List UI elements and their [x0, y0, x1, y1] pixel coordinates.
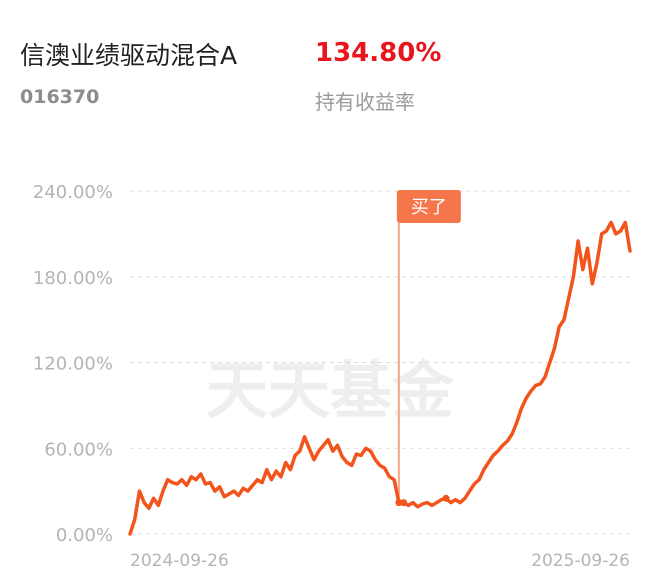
buy-badge-label: 买了 — [411, 197, 447, 218]
y-tick-label: 0.00% — [56, 525, 113, 546]
fund-code: 016370 — [20, 86, 100, 108]
data-point — [400, 499, 408, 507]
x-tick-label: 2025-09-26 — [531, 551, 630, 571]
watermark: 天天基金 — [206, 354, 455, 427]
buy-badge — [396, 190, 461, 223]
y-tick-label: 60.00% — [44, 439, 113, 460]
data-point — [442, 494, 450, 502]
return-label: 持有收益率 — [315, 90, 415, 114]
fund-name: 信澳业绩驱动混合A — [20, 41, 238, 70]
return-value: 134.80% — [315, 38, 442, 68]
x-tick-label: 2024-09-26 — [130, 551, 229, 571]
y-tick-label: 180.00% — [33, 268, 113, 289]
y-tick-label: 240.00% — [33, 182, 113, 203]
y-tick-label: 120.00% — [33, 354, 113, 375]
